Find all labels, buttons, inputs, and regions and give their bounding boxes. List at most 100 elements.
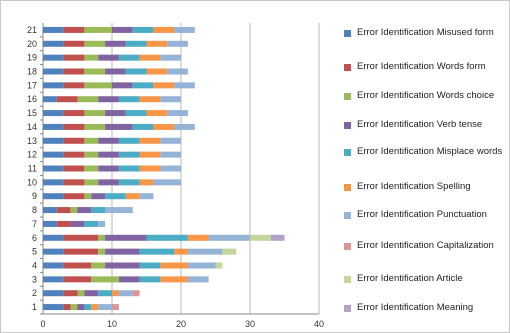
bar-segment-5-row-15 xyxy=(125,110,147,117)
bar-segment-3-row-5 xyxy=(98,248,106,255)
bar-segment-3-row-16 xyxy=(77,96,99,103)
bar-segment-6-row-2 xyxy=(112,290,119,297)
bar-segment-1-row-8 xyxy=(43,207,57,214)
y-tick-label: 4 xyxy=(32,261,37,271)
legend-item: Error Identification Words form xyxy=(344,61,504,73)
bar-segment-6-row-11 xyxy=(139,165,161,172)
bar-segment-6-row-13 xyxy=(139,137,161,144)
legend-item: Error Identification Capitalization xyxy=(344,240,504,252)
legend-label: Error Identification Article xyxy=(357,273,463,284)
bar-segment-5-row-2 xyxy=(98,290,112,297)
bar-segment-5-row-9 xyxy=(105,193,126,200)
x-tick-label: 30 xyxy=(245,319,255,329)
bar-segment-2-row-14 xyxy=(63,123,85,130)
bar-segment-5-row-13 xyxy=(118,137,140,144)
bar-segment-1-row-6 xyxy=(43,234,64,241)
bar-segment-2-row-18 xyxy=(63,68,85,75)
bar-segment-2-row-16 xyxy=(56,96,78,103)
bar-segment-5-row-14 xyxy=(132,123,154,130)
bar-segment-1-row-2 xyxy=(43,290,64,297)
legend-label: Error Identification Misplace words xyxy=(357,146,503,157)
legend-label: Error Identification Capitalization xyxy=(357,240,494,251)
bar-segment-2-row-21 xyxy=(63,26,85,33)
bar-segment-1-row-13 xyxy=(43,137,64,144)
bar-segment-7-row-6 xyxy=(208,234,250,241)
legend-swatch xyxy=(344,212,351,219)
legend-label: Error Identification Words choice xyxy=(357,90,495,101)
legend-item: Error Identification Spelling xyxy=(344,181,504,193)
bar-segment-6-row-15 xyxy=(146,110,168,117)
bar-segment-5-row-16 xyxy=(118,96,140,103)
bar-segment-1-row-9 xyxy=(43,193,64,200)
y-tick-label: 7 xyxy=(32,219,37,229)
bar-segment-2-row-6 xyxy=(63,234,99,241)
bar-segment-2-row-2 xyxy=(63,290,78,297)
legend-item: Error Identification Punctuation xyxy=(344,209,504,221)
bar-segment-4-row-21 xyxy=(112,26,133,33)
bar-segment-3-row-20 xyxy=(84,40,106,47)
bar-segment-5-row-12 xyxy=(118,151,140,158)
bar-segment-3-row-1 xyxy=(70,304,78,311)
bar-segment-7-row-21 xyxy=(174,26,195,33)
bar-segment-3-row-14 xyxy=(84,123,106,130)
bar-segment-3-row-9 xyxy=(84,193,92,200)
bar-segment-8-row-2 xyxy=(132,290,140,297)
legend-item: Error Identification Words choice xyxy=(344,90,504,102)
bar-segment-7-row-17 xyxy=(174,82,195,89)
bar-segment-4-row-7 xyxy=(70,220,85,227)
x-tick-label: 20 xyxy=(176,319,186,329)
y-tick-label: 15 xyxy=(27,108,37,118)
bar-segment-6-row-14 xyxy=(153,123,175,130)
bar-segment-7-row-14 xyxy=(174,123,195,130)
bar-segment-4-row-8 xyxy=(77,207,92,214)
bar-segment-5-row-1 xyxy=(84,304,92,311)
bar-segment-7-row-12 xyxy=(160,151,181,158)
legend-swatch xyxy=(344,149,351,156)
bar-segment-3-row-19 xyxy=(84,54,99,61)
bar-segment-3-row-17 xyxy=(84,82,112,89)
bar-segment-1-row-16 xyxy=(43,96,57,103)
bar-segment-7-row-18 xyxy=(167,68,188,75)
y-tick-label: 12 xyxy=(27,150,37,160)
bar-segment-2-row-3 xyxy=(63,276,92,283)
bar-segment-7-row-13 xyxy=(160,137,181,144)
bar-segment-10-row-6 xyxy=(270,234,285,241)
bar-segment-1-row-10 xyxy=(43,179,64,186)
bar-segment-7-row-3 xyxy=(187,276,209,283)
legend-label: Error Identification Punctuation xyxy=(357,209,487,220)
bar-segment-6-row-4 xyxy=(160,262,188,269)
bar-segment-5-row-17 xyxy=(132,82,154,89)
bar-segment-4-row-3 xyxy=(118,276,140,283)
bar-segment-4-row-11 xyxy=(98,165,119,172)
y-tick-label: 10 xyxy=(27,177,37,187)
bar-segment-7-row-8 xyxy=(105,207,133,214)
bar-segment-6-row-3 xyxy=(160,276,188,283)
bar-segment-4-row-19 xyxy=(98,54,119,61)
bar-segment-4-row-18 xyxy=(105,68,126,75)
y-tick-label: 13 xyxy=(27,136,37,146)
bar-segment-7-row-16 xyxy=(160,96,181,103)
bar-segment-6-row-18 xyxy=(146,68,168,75)
bar-segment-5-row-19 xyxy=(118,54,140,61)
bar-segment-1-row-17 xyxy=(43,82,64,89)
legend-swatch xyxy=(344,184,351,191)
legend-label: Error Identification Words form xyxy=(357,61,486,72)
bar-segment-1-row-4 xyxy=(43,262,64,269)
bar-segment-9-row-5 xyxy=(222,248,237,255)
bar-segment-4-row-17 xyxy=(112,82,133,89)
bar-segment-1-row-19 xyxy=(43,54,64,61)
bar-segment-5-row-11 xyxy=(118,165,140,172)
bar-segment-7-row-11 xyxy=(160,165,181,172)
bar-segment-1-row-12 xyxy=(43,151,64,158)
legend-label: Error Identification Misused form xyxy=(357,27,494,38)
legend-swatch xyxy=(344,276,351,283)
bar-segment-3-row-12 xyxy=(84,151,99,158)
bar-segment-4-row-4 xyxy=(105,262,140,269)
bar-segment-3-row-18 xyxy=(84,68,106,75)
y-tick-label: 21 xyxy=(27,25,37,35)
bar-segment-2-row-7 xyxy=(56,220,71,227)
bar-segment-6-row-6 xyxy=(187,234,209,241)
bar-segment-1-row-14 xyxy=(43,123,64,130)
bar-segment-5-row-10 xyxy=(118,179,140,186)
